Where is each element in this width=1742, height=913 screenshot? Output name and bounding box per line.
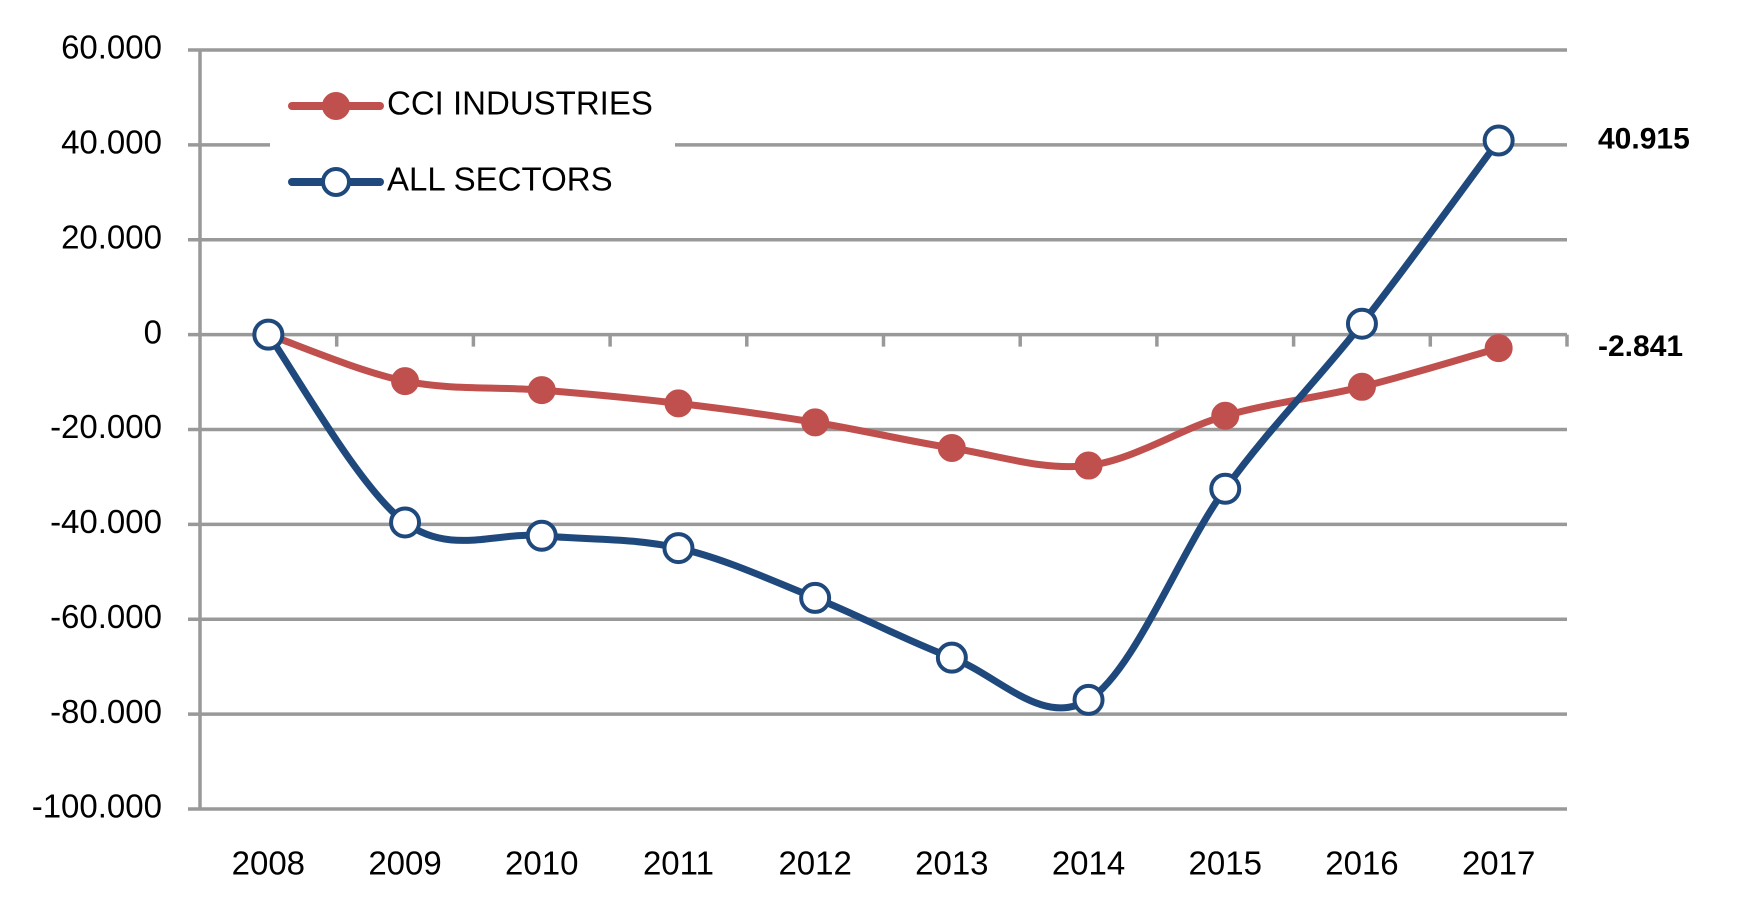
x-tick-label: 2017: [1462, 845, 1535, 882]
y-tick-label: -40.000: [50, 503, 162, 540]
y-tick-label: 60.000: [61, 29, 162, 66]
x-tick-label: 2010: [505, 845, 578, 882]
data-point: [801, 408, 830, 437]
data-point: [252, 318, 285, 351]
y-tick-label: -80.000: [50, 693, 162, 730]
data-point: [391, 367, 420, 396]
y-tick-label: -20.000: [50, 408, 162, 445]
x-tick-label: 2013: [915, 845, 988, 882]
series-line: [267, 331, 1500, 471]
legend-label: CCI INDUSTRIES: [387, 85, 653, 122]
x-tick-label: 2012: [778, 845, 851, 882]
legend-label: ALL SECTORS: [387, 161, 613, 198]
data-point: [1484, 334, 1513, 363]
data-point: [1482, 124, 1515, 157]
x-tick-label: 2016: [1325, 845, 1398, 882]
data-point: [664, 389, 693, 418]
y-tick-label: 0: [144, 313, 162, 350]
data-point: [662, 532, 695, 565]
legend-marker: [321, 167, 351, 197]
data-point: [1347, 372, 1376, 401]
data-point: [937, 434, 966, 463]
data-point: [1209, 472, 1242, 505]
data-label: -2.841: [1598, 330, 1683, 363]
x-tick-label: 2015: [1189, 845, 1262, 882]
data-point: [1345, 307, 1378, 340]
legend-marker: [322, 92, 350, 120]
data-point: [525, 519, 558, 552]
series-line: [265, 138, 1502, 712]
data-point: [799, 581, 832, 614]
y-tick-label: 20.000: [61, 218, 162, 255]
data-point: [389, 506, 422, 539]
y-tick-label: 40.000: [61, 124, 162, 161]
data-point: [527, 376, 556, 405]
data-point: [1072, 683, 1105, 716]
data-point: [1211, 401, 1240, 430]
data-point: [1074, 451, 1103, 480]
x-tick-label: 2008: [232, 845, 305, 882]
data-label: 40.915: [1598, 122, 1690, 155]
data-point: [935, 641, 968, 674]
y-tick-label: -60.000: [50, 598, 162, 635]
x-tick-label: 2011: [643, 845, 714, 882]
y-tick-label: -100.000: [32, 788, 162, 825]
x-tick-label: 2009: [368, 845, 441, 882]
x-tick-label: 2014: [1052, 845, 1125, 882]
